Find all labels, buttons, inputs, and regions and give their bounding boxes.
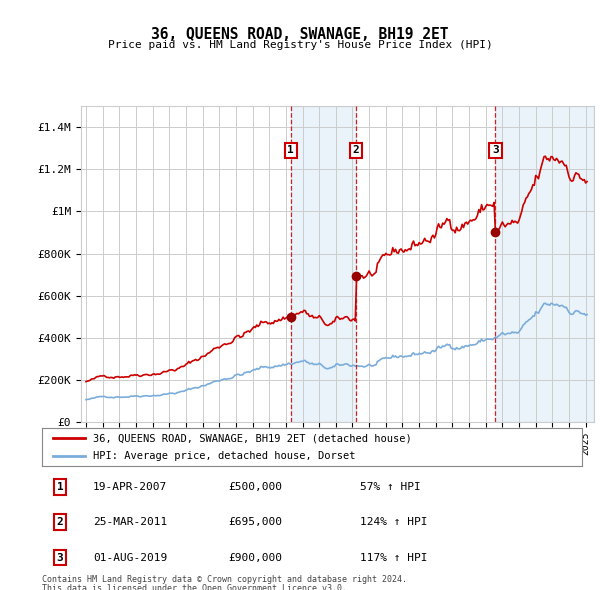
Text: 25-MAR-2011: 25-MAR-2011: [93, 517, 167, 527]
Text: 124% ↑ HPI: 124% ↑ HPI: [360, 517, 427, 527]
Text: Price paid vs. HM Land Registry's House Price Index (HPI): Price paid vs. HM Land Registry's House …: [107, 40, 493, 50]
Text: 3: 3: [492, 145, 499, 155]
Text: £695,000: £695,000: [228, 517, 282, 527]
Text: 36, QUEENS ROAD, SWANAGE, BH19 2ET (detached house): 36, QUEENS ROAD, SWANAGE, BH19 2ET (deta…: [94, 433, 412, 443]
Text: 01-AUG-2019: 01-AUG-2019: [93, 553, 167, 562]
Text: Contains HM Land Registry data © Crown copyright and database right 2024.: Contains HM Land Registry data © Crown c…: [42, 575, 407, 584]
Text: £500,000: £500,000: [228, 482, 282, 491]
Text: 36, QUEENS ROAD, SWANAGE, BH19 2ET: 36, QUEENS ROAD, SWANAGE, BH19 2ET: [151, 27, 449, 41]
Bar: [290, 106, 356, 422]
Text: 57% ↑ HPI: 57% ↑ HPI: [360, 482, 421, 491]
Text: 117% ↑ HPI: 117% ↑ HPI: [360, 553, 427, 562]
Text: 2: 2: [353, 145, 359, 155]
Text: HPI: Average price, detached house, Dorset: HPI: Average price, detached house, Dors…: [94, 451, 356, 461]
Text: 2: 2: [56, 517, 64, 527]
Text: 1: 1: [287, 145, 294, 155]
Text: This data is licensed under the Open Government Licence v3.0.: This data is licensed under the Open Gov…: [42, 584, 347, 590]
Text: 3: 3: [56, 553, 64, 562]
Text: 19-APR-2007: 19-APR-2007: [93, 482, 167, 491]
Text: 1: 1: [56, 482, 64, 491]
Text: £900,000: £900,000: [228, 553, 282, 562]
Bar: [496, 106, 594, 422]
